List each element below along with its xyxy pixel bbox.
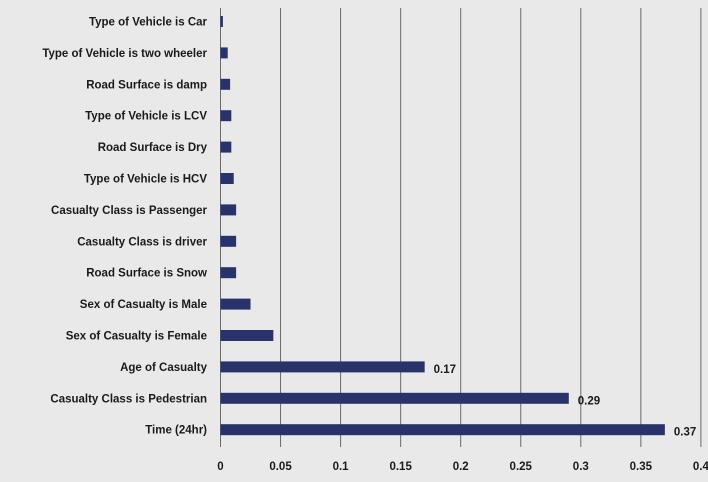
bar xyxy=(220,141,232,153)
bar xyxy=(220,361,425,373)
x-tick-label: 0.4 xyxy=(693,461,708,473)
x-tick-label: 0.35 xyxy=(630,461,653,473)
bar xyxy=(220,424,665,436)
category-label: Casualty Class is driver xyxy=(77,236,207,248)
category-labels: Type of Vehicle is Car Type of Vehicle is… xyxy=(42,17,207,437)
gridlines xyxy=(220,8,702,447)
bar xyxy=(220,47,228,59)
bar xyxy=(220,16,223,27)
x-tick-label: 0.15 xyxy=(389,461,412,473)
data-label: 0.17 xyxy=(434,364,456,376)
data-label: 0.29 xyxy=(578,395,600,407)
x-tick-label: 0.25 xyxy=(510,461,533,473)
category-label: Sex of Casualty is Female xyxy=(66,331,207,343)
x-tick-label: 0.05 xyxy=(269,461,292,473)
bar xyxy=(220,330,274,341)
x-tick-label: 0.2 xyxy=(453,461,469,473)
x-tick-label: 0 xyxy=(217,461,223,473)
bar xyxy=(220,110,232,122)
category-label: Type of Vehicle is LCV xyxy=(85,111,207,123)
bars xyxy=(220,16,665,436)
data-labels: 0.17 0.29 0.37 xyxy=(434,364,697,439)
bar xyxy=(220,235,237,247)
bar xyxy=(220,392,569,404)
x-axis-tick-labels: 0 0.05 0.1 0.15 0.2 0.25 0.3 0.35 0.4 xyxy=(217,461,708,473)
bar xyxy=(220,78,231,90)
category-label: Sex of Casualty is Male xyxy=(80,299,207,311)
category-label: Type of Vehicle is Car xyxy=(89,17,208,29)
data-label: 0.37 xyxy=(674,427,696,439)
bar xyxy=(220,267,237,279)
category-label: Casualty Class is Pedestrian xyxy=(50,393,207,405)
category-label: Time (24hr) xyxy=(145,425,207,437)
category-label: Road Surface is damp xyxy=(86,79,207,91)
category-label: Type of Vehicle is HCV xyxy=(84,174,207,186)
category-label: Road Surface is Dry xyxy=(98,142,208,154)
category-label: Road Surface is Snow xyxy=(86,268,207,280)
x-tick-label: 0.1 xyxy=(333,461,350,473)
x-tick-label: 0.3 xyxy=(573,461,589,473)
category-label: Type of Vehicle is two wheeler xyxy=(42,48,207,60)
category-label: Age of Casualty xyxy=(120,362,208,374)
category-label: Casualty Class is Passenger xyxy=(51,205,207,217)
bar xyxy=(220,173,234,184)
bar xyxy=(220,298,251,310)
bar xyxy=(220,204,237,216)
